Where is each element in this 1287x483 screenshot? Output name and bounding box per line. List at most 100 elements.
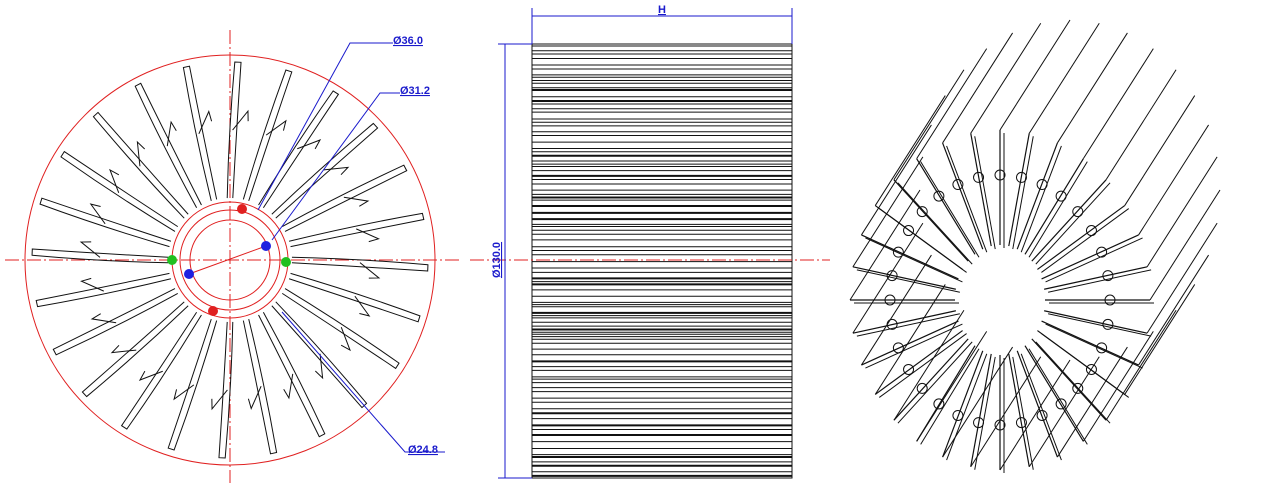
fin	[52, 288, 178, 356]
iso-fin	[1008, 133, 1030, 247]
iso-fin	[856, 313, 960, 337]
iso-edge	[1146, 156, 1218, 268]
iso-knob	[952, 409, 964, 421]
fin-branch	[323, 166, 350, 176]
fin	[271, 122, 379, 219]
iso-fin	[1016, 350, 1058, 458]
dim-label: Ø130.0	[491, 242, 503, 278]
side-view	[470, 43, 830, 479]
fin-branch	[138, 370, 163, 381]
iso-knob	[1072, 382, 1084, 394]
iso-fin	[1041, 234, 1139, 280]
iso-edge	[942, 346, 1014, 458]
iso-edge	[970, 356, 1042, 468]
iso-knob	[1072, 206, 1084, 218]
fin	[218, 321, 234, 459]
iso-knob	[952, 179, 964, 191]
iso-fin	[1031, 179, 1107, 262]
fin-branch	[340, 327, 351, 352]
iso-fin	[893, 338, 969, 421]
iso-knob	[1085, 225, 1097, 237]
iso-edge	[860, 254, 932, 366]
iso-fin	[920, 161, 980, 258]
fin-branch	[80, 277, 104, 292]
iso-fin	[1045, 237, 1143, 283]
iso-fin	[974, 356, 996, 470]
iso-edge	[852, 156, 924, 268]
fin-branch	[79, 241, 101, 258]
fin-branch	[173, 384, 195, 401]
iso-knob	[1104, 294, 1116, 306]
iso-fin	[1035, 182, 1111, 265]
iso-fin	[1020, 353, 1062, 461]
iso-fin	[852, 266, 956, 290]
fin	[35, 272, 172, 308]
iso-fin	[897, 341, 973, 424]
iso-edge	[1056, 32, 1128, 144]
fin	[282, 164, 408, 232]
marker-dot	[281, 257, 291, 267]
iso-fin	[1012, 136, 1034, 250]
fin	[39, 197, 172, 248]
iso-fin	[861, 234, 959, 280]
iso-edge	[1028, 22, 1100, 134]
iso-fin	[865, 237, 963, 283]
iso-fin	[946, 353, 988, 461]
fin	[281, 288, 400, 370]
iso-fin	[878, 208, 967, 273]
iso-knob	[933, 190, 945, 202]
iso-fin	[1041, 208, 1130, 273]
iso-knob	[916, 382, 928, 394]
iso-edge	[1105, 309, 1177, 421]
iso-edge	[860, 124, 932, 236]
iso-edge	[874, 284, 946, 395]
iso-knob	[1096, 246, 1108, 258]
iso-fin	[1037, 205, 1126, 270]
fin-branch	[283, 373, 294, 400]
iso-fin	[1044, 310, 1148, 334]
iso-knob	[892, 246, 904, 258]
iso-knob	[903, 225, 915, 237]
marker-dot	[261, 241, 271, 251]
fin	[120, 311, 202, 430]
fin	[134, 82, 202, 208]
iso-fin	[856, 269, 960, 293]
fin	[258, 312, 326, 438]
iso-edge	[1138, 254, 1210, 366]
iso-knob	[1015, 171, 1027, 183]
iso-edge	[1105, 69, 1177, 181]
marker-dot	[167, 255, 177, 265]
iso-knob	[933, 398, 945, 410]
iso-fin	[1016, 142, 1058, 250]
fin-branch	[109, 168, 120, 193]
iso-edge	[999, 359, 1071, 471]
iso-fin	[1041, 320, 1139, 366]
fin	[60, 150, 179, 232]
fin	[242, 318, 278, 455]
leaders	[257, 8, 793, 479]
iso-fin	[865, 323, 963, 369]
side-outline	[531, 43, 793, 479]
fin	[242, 69, 293, 202]
fin-branch	[354, 295, 371, 317]
fin-branch	[198, 110, 213, 134]
fin-branch	[297, 139, 322, 150]
iso-fin	[852, 310, 956, 334]
iso-fin	[970, 353, 992, 467]
marker-dot	[184, 269, 194, 279]
iso-fin	[946, 145, 988, 253]
iso-edge	[970, 22, 1042, 134]
iso-fin	[1020, 145, 1062, 253]
iso-fin	[942, 350, 984, 458]
iso-knob	[1036, 409, 1048, 421]
fin-branch	[343, 196, 370, 207]
dim-label: Ø36.0	[393, 35, 423, 47]
iso-fin	[1044, 266, 1148, 290]
iso-knob	[903, 363, 915, 375]
fin	[31, 248, 169, 264]
fin	[182, 65, 218, 202]
iso-edge	[999, 19, 1071, 131]
iso-fin	[1031, 338, 1107, 421]
dim-label: H	[658, 4, 666, 16]
